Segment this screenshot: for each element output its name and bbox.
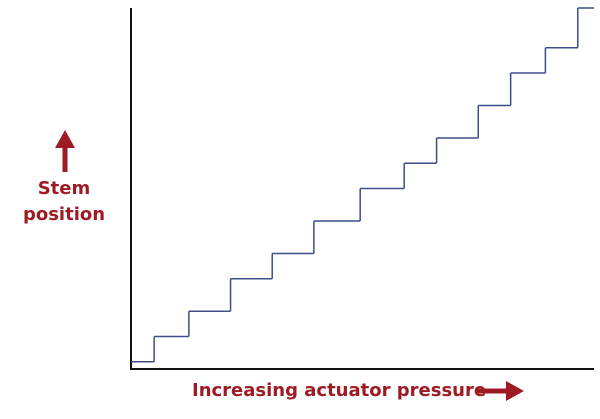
arrows — [55, 130, 524, 401]
right-arrow-head — [506, 381, 524, 401]
up-arrow-head — [55, 130, 75, 148]
y-axis-label: Stem position — [22, 178, 106, 225]
x-axis-label: Increasing actuator pressure — [192, 380, 487, 401]
